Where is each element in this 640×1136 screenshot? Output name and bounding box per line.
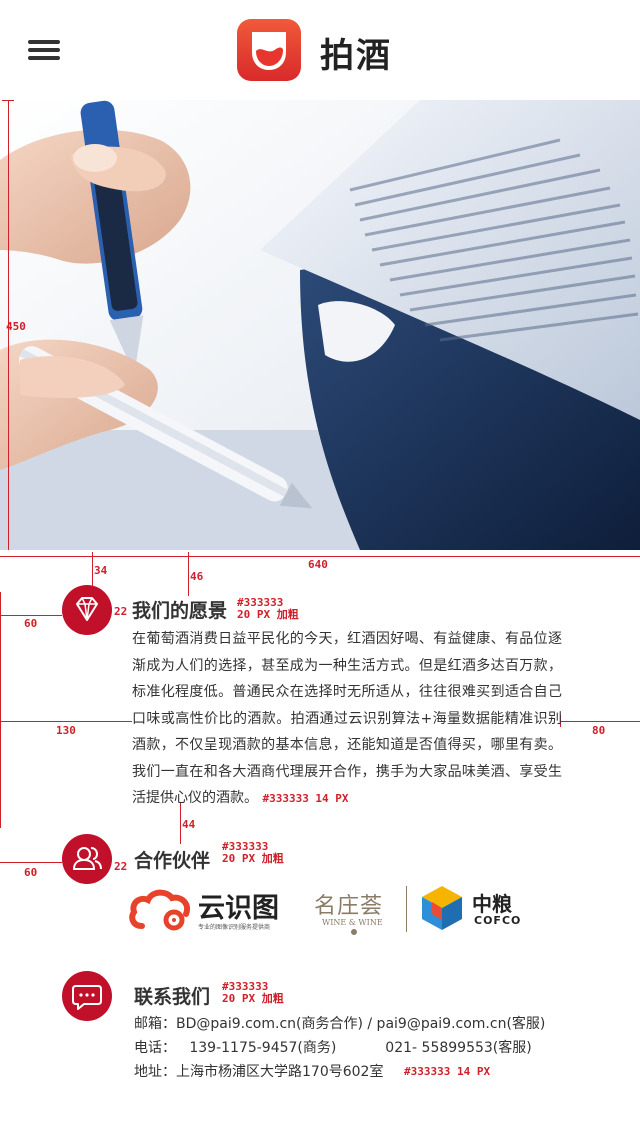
dim-line-hero-height bbox=[8, 100, 9, 550]
vision-title: 我们的愿景 bbox=[132, 600, 228, 622]
chat-icon bbox=[62, 971, 112, 1021]
yunshitu-name: 云识图 bbox=[198, 893, 279, 924]
dim-line-60b bbox=[0, 862, 62, 863]
partners-icon bbox=[62, 834, 112, 884]
cofco-sub: COFCO bbox=[474, 914, 522, 927]
contact-title: 联系我们 bbox=[134, 986, 211, 1008]
dim-tick-80 bbox=[560, 715, 561, 727]
dim-tick-top bbox=[2, 100, 14, 101]
dim-line-80 bbox=[560, 721, 640, 722]
mingzhuanghui-sub: WINE & WINE bbox=[322, 918, 383, 927]
dim-line-130 bbox=[0, 721, 132, 722]
mingzhuanghui-name: 名庄荟 bbox=[314, 894, 384, 919]
header: 拍酒 bbox=[0, 0, 640, 100]
dim-line-60a bbox=[0, 615, 62, 616]
brand-name: 拍酒 bbox=[320, 36, 392, 76]
contact-title-spec: #333333 20 PX 加粗 bbox=[222, 980, 284, 1005]
dim-label-34: 34 bbox=[94, 564, 108, 577]
dim-label-22a: 22 bbox=[114, 605, 128, 618]
partner-divider bbox=[406, 886, 407, 932]
dim-line-width bbox=[0, 556, 640, 557]
menu-icon[interactable] bbox=[28, 38, 62, 62]
hero-image bbox=[0, 100, 640, 550]
dim-label-130: 130 bbox=[56, 724, 76, 737]
dim-label-22b: 22 bbox=[114, 860, 128, 873]
dim-label-width: 640 bbox=[308, 558, 328, 571]
vision-body-spec: #333333 14 PX bbox=[262, 792, 349, 805]
partner-mingzhuanghui[interactable]: 名庄荟 WINE & WINE bbox=[314, 888, 400, 935]
contact-body-spec: #333333 14 PX bbox=[404, 1065, 491, 1078]
yunshitu-tagline: 专业的图像识别服务提供商 bbox=[198, 924, 271, 931]
yunshitu-logo-icon bbox=[129, 889, 190, 931]
cofco-logo-icon bbox=[422, 886, 462, 930]
dim-label-60b: 60 bbox=[24, 866, 38, 879]
vision-title-spec: #333333 20 PX 加粗 bbox=[237, 596, 299, 621]
dim-line-44 bbox=[180, 802, 181, 844]
partner-cofco[interactable]: 中粮 COFCO bbox=[418, 884, 522, 934]
dim-line-left-margin bbox=[0, 592, 1, 828]
diamond-icon bbox=[62, 585, 112, 635]
dim-label-46: 46 bbox=[190, 570, 204, 583]
contact-address: 地址：上海市杨浦区大学路170号602室 bbox=[134, 1064, 384, 1080]
partners-title-spec: #333333 20 PX 加粗 bbox=[222, 840, 284, 865]
contact-email: 邮箱：BD@pai9.com.cn(商务合作) / pai9@pai9.com.… bbox=[134, 1016, 546, 1032]
dim-line-34 bbox=[92, 552, 93, 586]
grape-icon bbox=[351, 929, 357, 935]
dim-label-60a: 60 bbox=[24, 617, 38, 630]
dim-line-46 bbox=[188, 552, 189, 596]
vision-body: 在葡萄酒消费日益平民化的今天，红酒因好喝、有益健康、有品位逐渐成为人们的选择，甚… bbox=[132, 631, 562, 806]
partners-title: 合作伙伴 bbox=[134, 850, 211, 872]
cofco-name: 中粮 bbox=[472, 892, 512, 916]
dim-label-hero-height: 450 bbox=[6, 320, 26, 333]
app-logo-icon[interactable] bbox=[236, 18, 302, 82]
dim-label-80: 80 bbox=[592, 724, 606, 737]
dim-label-44: 44 bbox=[182, 818, 196, 831]
contact-phone: 电话： 139-1175-9457(商务) 021- 55899553(客服) bbox=[134, 1040, 532, 1056]
partner-yunshitu[interactable]: 云识图 专业的图像识别服务提供商 bbox=[128, 884, 298, 934]
